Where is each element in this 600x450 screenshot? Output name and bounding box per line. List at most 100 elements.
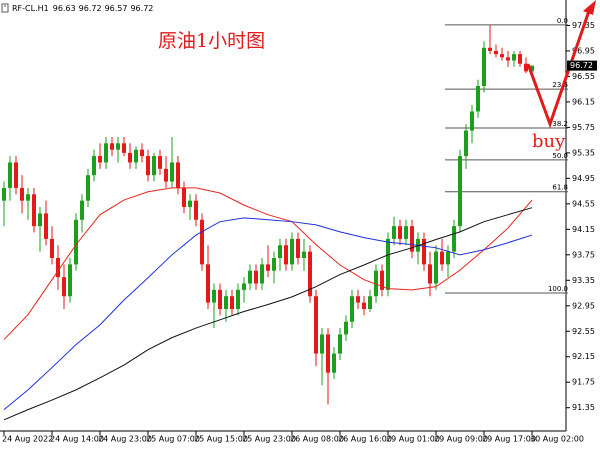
candle-body [20,187,24,201]
candle-body [290,238,294,265]
candle-body [350,296,354,322]
candle-body [224,296,228,309]
candle-body [470,111,474,131]
quote-close: 96.72 [130,4,153,13]
candle-body [380,270,384,290]
buy-arrow [526,7,592,129]
candle-body [248,270,252,284]
x-tick-label: 29 Aug 01:00 [386,435,440,444]
candle-body [260,264,264,284]
fib-label: 38.2 [552,120,568,128]
moving-average [3,207,533,421]
y-tick-label: 92.95 [572,301,595,310]
candle-body [446,251,450,265]
plot: 97.3596.9596.5596.1595.7595.3594.9594.55… [2,17,595,444]
arrow-head [583,0,596,15]
candle-body [356,296,360,303]
candle-body [68,264,72,297]
chart-title: 原油1小时图 [158,30,265,52]
candle-body [92,156,96,176]
x-tick-label: 24 Aug 2022 [2,435,53,444]
x-tick-label: 26 Aug 16:00 [338,435,392,444]
candle-body [32,194,36,227]
candle-body [116,143,120,150]
candle-body [302,251,306,258]
candle-body [488,47,492,51]
y-tick-label: 96.55 [572,72,595,81]
candle-body [464,130,468,157]
current-price-box [567,60,597,71]
y-tick-label: 94.55 [572,199,595,208]
fib-label: 23.6 [552,81,568,89]
candle-body [308,251,312,297]
candle-body [188,200,192,208]
candle-body [98,156,102,163]
x-tick-label: 25 Aug 15:00 [194,435,248,444]
candle-body [212,289,216,303]
moving-average [3,187,533,340]
candle-body [458,156,462,227]
candle-body [320,334,324,354]
quote-low: 96.57 [105,4,128,13]
candle-body [56,258,60,278]
x-tick-label: 25 Aug 23:00 [242,435,296,444]
candle-body [332,353,336,373]
candle-body [428,264,432,284]
candle-body [80,200,84,220]
y-tick-label: 95.75 [572,123,595,132]
candle-body [398,226,402,239]
candle-body [392,226,396,239]
x-tick-label: 25 Aug 07:00 [146,435,200,444]
candle-body [440,251,444,265]
fib-label: 50.0 [552,152,568,160]
candle-body [452,226,456,252]
candle-body [104,143,108,163]
candle-body [44,213,48,239]
moving-average [3,217,533,411]
y-tick-label: 95.35 [572,148,595,157]
y-tick-label: 91.35 [572,403,595,412]
y-tick-label: 94.15 [572,225,595,234]
candle-body [254,270,258,284]
candle-body [386,238,390,290]
y-tick-label: 94.95 [572,174,595,183]
y-tick-label: 93.35 [572,276,595,285]
y-tick-label: 93.75 [572,250,595,259]
x-tick-label: 26 Aug 08:00 [290,435,344,444]
x-tick-label: 29 Aug 09:00 [434,435,488,444]
candle-body [122,143,126,153]
candle-body [368,296,372,309]
candle-body [338,334,342,354]
header: RF-CL.H1 96.63 96.72 96.57 96.72 [12,4,153,13]
candle-body [278,245,282,258]
candle-body [422,238,426,265]
candle-body [404,226,408,239]
candle-body [74,219,78,265]
candle-body [362,302,366,309]
candle-body [434,251,438,284]
candle-body [146,156,150,176]
candle-body [2,187,6,201]
candle-body [512,54,516,61]
candle-body [164,168,168,182]
candle-body [284,245,288,265]
candle-body [296,238,300,258]
y-tick-label: 96.15 [572,97,595,106]
candle-body [38,213,42,227]
candle-body [272,258,276,271]
candle-body [170,162,174,182]
buy-annotation: buy [532,131,566,152]
candle-body [176,162,180,188]
y-tick-label: 92.55 [572,327,595,336]
candle-body [530,65,534,72]
candle-body [506,57,510,61]
x-tick-label: 30 Aug 02:00 [530,435,584,444]
current-price-label: 96.72 [570,61,593,70]
candle-body [152,156,156,176]
candle-body [482,47,486,86]
y-tick-label: 91.75 [572,378,595,387]
candle-body [8,162,12,188]
y-tick-label: 92.15 [572,352,595,361]
symbol: RF-CL.H1 [12,4,49,13]
